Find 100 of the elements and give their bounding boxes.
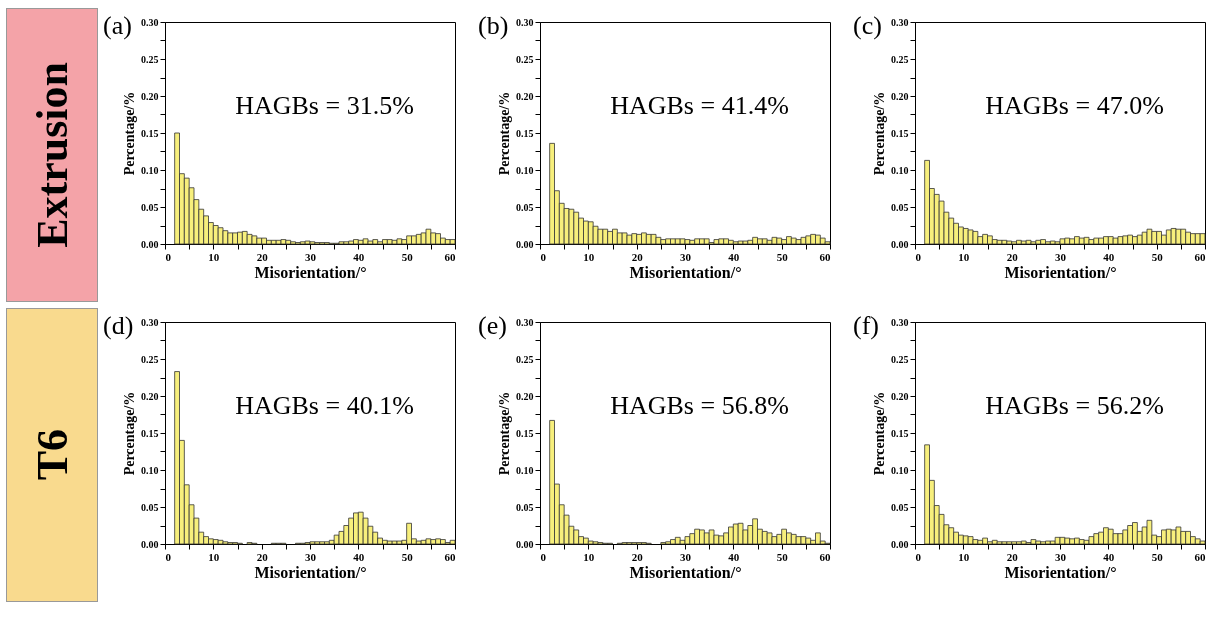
- y-tick-label: 0.30: [141, 16, 159, 28]
- y-tick-label: 0.25: [516, 353, 534, 365]
- x-tick-label: 10: [208, 250, 220, 263]
- x-tick-label: 20: [256, 550, 269, 563]
- y-tick-label: 0.20: [891, 90, 909, 102]
- text: T6: [26, 429, 78, 481]
- annotation: HAGBs = 47.0%: [985, 91, 1164, 121]
- x-tick-label: 30: [680, 550, 692, 563]
- y-tick-label: 0.10: [141, 464, 159, 476]
- chart-title: (a): [103, 11, 132, 40]
- chart-title: (b): [478, 11, 509, 40]
- y-tick-label: 0.05: [141, 201, 159, 213]
- y-tick-label: 0.15: [891, 427, 909, 439]
- y-tick-label: 0.10: [891, 164, 909, 176]
- x-axis-title: Misorientation/°: [1004, 263, 1117, 281]
- y-tick-label: 0.30: [141, 316, 159, 328]
- x-tick-label: 30: [1055, 550, 1067, 563]
- y-tick-label: 0.00: [141, 238, 159, 250]
- x-tick-label: 60: [819, 250, 831, 263]
- y-axis-title: Percentage/%: [497, 91, 512, 176]
- y-tick-label: 0.20: [516, 90, 534, 102]
- x-tick-label: 10: [583, 250, 595, 263]
- y-tick-label: 0.15: [516, 427, 534, 439]
- chart-title: (e): [478, 311, 507, 340]
- x-tick-label: 20: [1006, 550, 1019, 563]
- annotation: HAGBs = 31.5%: [235, 91, 414, 121]
- y-axis-title: Percentage/%: [122, 391, 137, 476]
- x-tick-label: 10: [958, 250, 970, 263]
- y-tick-label: 0.10: [891, 464, 909, 476]
- y-tick-label: 0.15: [141, 127, 159, 139]
- y-tick-label: 0.00: [891, 238, 909, 250]
- chart-title: (d): [103, 311, 134, 340]
- y-tick-label: 0.20: [516, 390, 534, 402]
- x-tick-label: 0: [540, 250, 547, 263]
- x-tick-label: 50: [776, 250, 789, 263]
- annotation: HAGBs = 56.2%: [985, 391, 1164, 421]
- x-tick-label: 50: [1151, 550, 1164, 563]
- y-tick-label: 0.00: [141, 538, 159, 550]
- y-axis-title: Percentage/%: [497, 391, 512, 476]
- y-tick-label: 0.05: [891, 501, 909, 513]
- x-axis-title: Misorientation/°: [254, 563, 367, 581]
- y-tick-label: 0.25: [141, 353, 159, 365]
- x-tick-label: 40: [1103, 250, 1115, 263]
- x-tick-label: 60: [444, 550, 456, 563]
- x-tick-label: 10: [958, 550, 970, 563]
- x-tick-label: 60: [444, 250, 456, 263]
- x-tick-label: 20: [631, 550, 644, 563]
- y-tick-label: 0.20: [891, 390, 909, 402]
- annotation: HAGBs = 40.1%: [235, 391, 414, 421]
- y-tick-label: 0.25: [891, 353, 909, 365]
- x-tick-label: 50: [776, 550, 789, 563]
- y-tick-label: 0.20: [141, 90, 159, 102]
- x-axis-title: Misorientation/°: [1004, 563, 1117, 581]
- y-tick-label: 0.25: [516, 53, 534, 65]
- y-tick-label: 0.00: [516, 538, 534, 550]
- x-tick-label: 20: [631, 250, 644, 263]
- y-tick-label: 0.15: [891, 127, 909, 139]
- y-tick-label: 0.30: [891, 16, 909, 28]
- x-tick-label: 50: [401, 550, 414, 563]
- x-tick-label: 20: [256, 250, 269, 263]
- annotation: HAGBs = 41.4%: [610, 91, 789, 121]
- x-tick-label: 0: [165, 550, 172, 563]
- x-tick-label: 40: [728, 550, 740, 563]
- annotation: HAGBs = 56.8%: [610, 391, 789, 421]
- x-axis-title: Misorientation/°: [254, 263, 367, 281]
- y-tick-label: 0.10: [516, 464, 534, 476]
- y-tick-label: 0.05: [516, 201, 534, 213]
- x-tick-label: 50: [1151, 250, 1164, 263]
- x-tick-label: 60: [1194, 250, 1206, 263]
- x-tick-label: 10: [583, 550, 595, 563]
- y-tick-label: 0.05: [891, 201, 909, 213]
- chart-title: (f): [853, 311, 879, 340]
- y-tick-label: 0.30: [516, 316, 534, 328]
- x-tick-label: 40: [1103, 550, 1115, 563]
- x-tick-label: 30: [305, 550, 317, 563]
- x-tick-label: 20: [1006, 250, 1019, 263]
- x-tick-label: 40: [728, 250, 740, 263]
- x-tick-label: 60: [1194, 550, 1206, 563]
- y-tick-label: 0.30: [891, 316, 909, 328]
- y-tick-label: 0.10: [141, 164, 159, 176]
- y-axis-title: Percentage/%: [872, 391, 887, 476]
- y-axis-title: Percentage/%: [872, 91, 887, 176]
- y-tick-label: 0.25: [141, 53, 159, 65]
- y-axis-title: Percentage/%: [122, 91, 137, 176]
- x-tick-label: 0: [915, 250, 922, 263]
- x-tick-label: 50: [401, 250, 414, 263]
- y-tick-label: 0.05: [516, 501, 534, 513]
- y-tick-label: 0.00: [891, 538, 909, 550]
- x-tick-label: 40: [353, 550, 365, 563]
- y-tick-label: 0.15: [141, 427, 159, 439]
- y-tick-label: 0.30: [516, 16, 534, 28]
- y-tick-label: 0.05: [141, 501, 159, 513]
- chart-title: (c): [853, 11, 882, 40]
- x-tick-label: 10: [208, 550, 220, 563]
- y-tick-label: 0.00: [516, 238, 534, 250]
- x-tick-label: 0: [915, 550, 922, 563]
- x-tick-label: 0: [540, 550, 547, 563]
- text: Extrusion: [26, 62, 78, 248]
- x-axis-title: Misorientation/°: [629, 263, 742, 281]
- x-tick-label: 40: [353, 250, 365, 263]
